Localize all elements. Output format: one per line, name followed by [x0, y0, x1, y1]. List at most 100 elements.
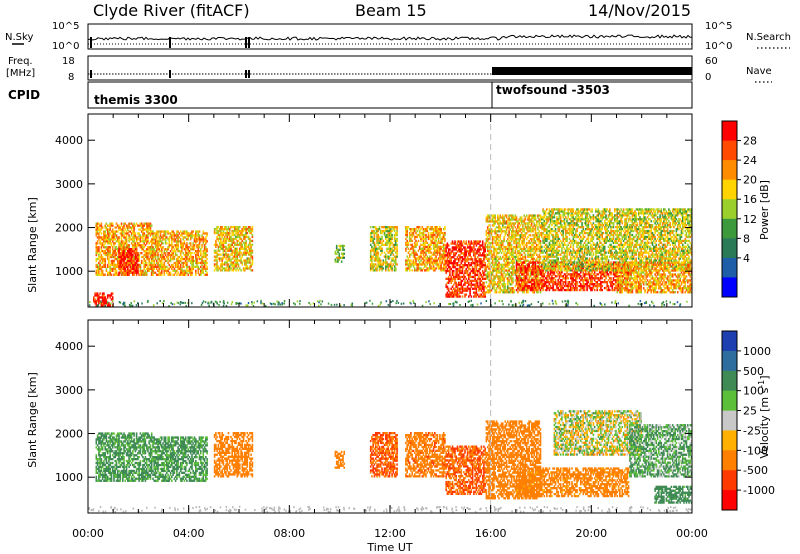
echo-cell — [143, 250, 145, 253]
echo-cell — [147, 248, 149, 251]
echo-cell — [164, 240, 167, 243]
echo-cell — [497, 255, 499, 258]
echo-cell — [167, 267, 169, 270]
echo-cell — [421, 263, 424, 266]
echo-cell — [115, 240, 118, 243]
echo-cell — [129, 261, 132, 265]
echo-cell — [524, 255, 527, 258]
echo-cell — [221, 243, 223, 246]
echo-cell — [475, 291, 478, 294]
echo-cell — [137, 232, 139, 235]
echo-cell — [202, 242, 205, 245]
echo-cell — [407, 267, 410, 270]
echo-cell — [133, 273, 135, 276]
echo-cell — [187, 238, 189, 241]
echo-cell — [140, 246, 143, 249]
echo-cell — [111, 232, 114, 235]
echo-cell — [494, 216, 496, 219]
echo-cell — [122, 226, 124, 229]
echo-cell — [369, 237, 372, 241]
echo-cell — [395, 261, 397, 264]
echo-cell — [98, 236, 100, 239]
echo-cell — [176, 257, 178, 261]
echo-cell — [216, 235, 218, 239]
nsky-panel: N.Sky 10^5 10^0 10^5 10^0 N.Search — [5, 21, 791, 52]
echo-cell — [206, 253, 208, 257]
echo-cell — [376, 239, 378, 243]
echo-cell — [159, 263, 162, 267]
echo-cell — [217, 253, 220, 256]
echo-cell — [173, 232, 176, 235]
echo-cell — [171, 267, 173, 270]
echo-cell — [232, 226, 235, 229]
echo-cell — [232, 263, 235, 266]
echo-cell — [372, 229, 374, 233]
echo-cell — [96, 252, 99, 255]
echo-cell — [163, 267, 166, 270]
echo-cell — [106, 248, 109, 251]
echo-cell — [138, 273, 140, 276]
echo-cell — [249, 261, 251, 264]
echo-cell — [335, 260, 338, 263]
echo-cell — [461, 248, 464, 251]
echo-cell — [125, 242, 128, 245]
freq-tick-bottom: 8 — [68, 72, 74, 83]
echo-cell — [184, 261, 187, 265]
freq-band — [492, 67, 692, 75]
echo-cell — [202, 253, 205, 257]
echo-cell — [221, 269, 223, 272]
echo-cell — [410, 259, 412, 262]
echo-cell — [127, 269, 129, 272]
echo-cell — [371, 237, 373, 241]
echo-cell — [152, 248, 154, 251]
echo-cell — [216, 251, 218, 254]
echo-cell — [163, 265, 166, 268]
echo-cell — [183, 261, 186, 265]
echo-cell — [163, 230, 166, 233]
echo-cell — [161, 269, 163, 272]
echo-cell — [523, 261, 525, 264]
echo-cell — [129, 265, 132, 268]
echo-cell — [145, 252, 148, 255]
echo-cell — [137, 259, 139, 263]
echo-cell — [235, 257, 237, 260]
echo-cell — [245, 226, 247, 229]
echo-cell — [189, 232, 192, 235]
echo-cell — [508, 216, 510, 219]
echo-cell — [412, 229, 415, 233]
echo-cell — [191, 267, 193, 270]
echo-cell — [413, 261, 416, 264]
echo-cell — [510, 283, 513, 286]
echo-cell — [395, 267, 397, 270]
echo-cell — [147, 222, 149, 225]
echo-cell — [376, 228, 378, 231]
echo-cell — [418, 247, 421, 250]
echo-cell — [122, 232, 124, 235]
echo-cell — [171, 265, 173, 268]
echo-cell — [187, 232, 189, 235]
echo-cell — [137, 265, 139, 268]
echo-cell — [188, 265, 191, 268]
echo-cell — [150, 252, 153, 255]
echo-cell — [109, 248, 111, 251]
echo-cell — [94, 300, 96, 303]
echo-cell — [396, 247, 398, 250]
echo-cell — [125, 240, 128, 243]
echo-cell — [415, 243, 417, 246]
echo-cell — [480, 273, 483, 277]
echo-cell — [111, 292, 114, 295]
echo-cell — [206, 257, 208, 261]
echo-cell — [98, 294, 100, 297]
echo-cell — [135, 269, 138, 272]
echo-cell — [396, 263, 398, 266]
echo-cell — [230, 239, 232, 243]
echo-cell — [120, 244, 123, 247]
echo-cell — [123, 263, 125, 267]
echo-cell — [206, 267, 208, 270]
echo-cell — [387, 251, 390, 254]
echo-cell — [158, 267, 161, 270]
echo-cell — [395, 257, 397, 260]
echo-cell — [132, 240, 134, 243]
echo-cell — [406, 263, 408, 266]
echo-cell — [168, 238, 171, 241]
